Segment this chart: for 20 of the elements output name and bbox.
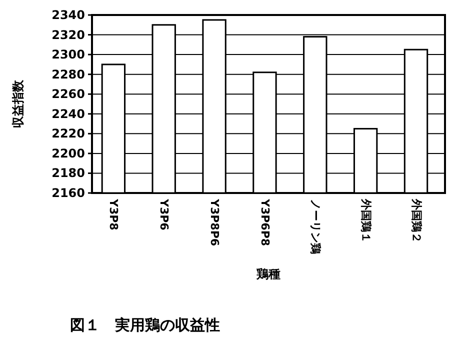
y-tick-label: 2280 (52, 67, 85, 82)
x-tick-label: ノーリン鶏 (308, 199, 322, 254)
x-tick-label: 外国鶏２ (410, 198, 423, 243)
x-tick-label: Y3P6 (158, 198, 171, 231)
text: 図１ 実用鶏の収益性 (70, 316, 220, 334)
x-tick-label: 外国鶏１ (359, 198, 372, 243)
y-tick-label: 2240 (52, 106, 85, 121)
y-axis-title: 収益指数 (11, 79, 25, 128)
x-tick-label: Y3P8 (107, 198, 120, 230)
x-tick-label: Y3P6P8 (258, 198, 272, 246)
y-tick-label: 2220 (52, 126, 85, 141)
x-tick-label: Y3P8P6 (208, 198, 222, 246)
x-axis-title: 鶏種 (256, 267, 280, 281)
y-tick-label: 2180 (52, 166, 85, 180)
y-tick-label: 2320 (52, 28, 85, 42)
y-tick-label: 2260 (52, 87, 85, 102)
y-tick-label: 2300 (52, 48, 85, 62)
y-tick-label: 2340 (52, 8, 85, 22)
y-tick-label: 2200 (52, 146, 85, 160)
y-tick-label: 2160 (52, 186, 85, 200)
